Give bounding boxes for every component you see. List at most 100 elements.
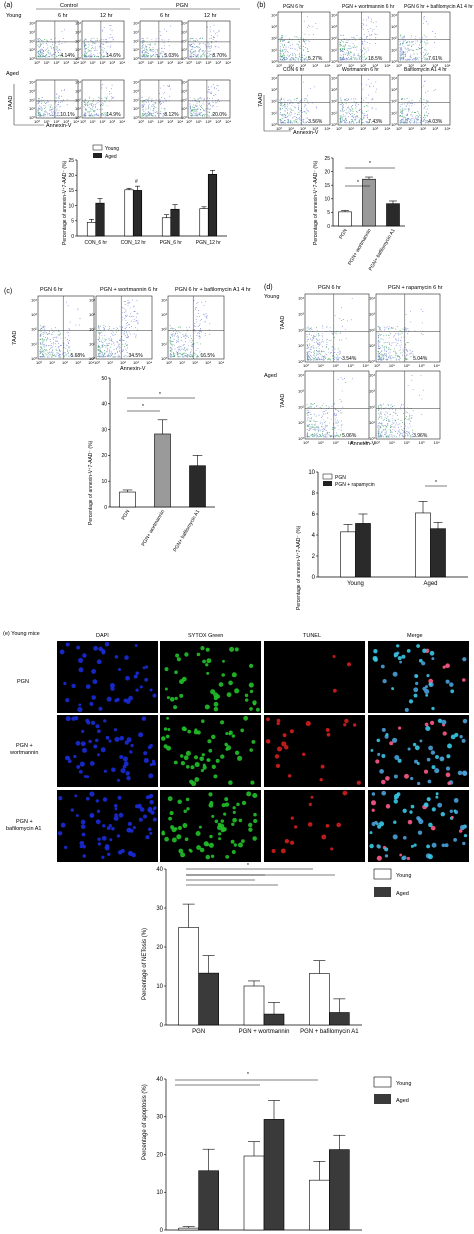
- panel-d-young-plot-1-frame: [304, 293, 370, 363]
- panel-b-bottom-plot-3-ytick: 10⁰: [391, 122, 397, 127]
- chart-a-ytick: 20: [68, 173, 74, 179]
- chart-netosis-ylabel: Percentage of NETosis (%): [142, 928, 148, 1000]
- panel-a-aged-plot-2-ytick: 10³: [75, 88, 81, 93]
- panel-a-aged-plot-1-xtick: 10⁴: [73, 119, 79, 124]
- panel-d-aged-plot-1-ytick: 10³: [298, 389, 304, 394]
- chart-c-star-2: *: [159, 392, 162, 398]
- panel-e-image-r3-tunel: [264, 790, 365, 862]
- chart-a-bar-1-3: [161, 217, 172, 237]
- chart-c-bar-1-2: [154, 433, 171, 508]
- chart-d-bar-2-1: [355, 523, 371, 578]
- panel-c-plot-3-xtick: 10³: [205, 360, 211, 365]
- panel-b-top-plot-2-ytick: 10⁰: [331, 59, 337, 64]
- panel-a-young-plot-1-frame: [35, 20, 79, 60]
- panel-b-top-plot-2-percent: 18.5%: [368, 56, 383, 62]
- panel-a-young-plot-2-ytick: 10¹: [75, 47, 81, 52]
- panel-a-young-plot-2-xtick: 10²: [100, 60, 106, 65]
- panel-a-aged-plot-2-xtick: 10⁴: [119, 119, 125, 124]
- chart-apoptosis-bar-1-1: [178, 1227, 199, 1231]
- chart-c-xtick-1: PGN: [121, 509, 132, 522]
- panel-d-title-2: PGN + rapamycin 6 hr: [388, 285, 443, 291]
- panel-a-young-plot-4-xtick: 10⁴: [225, 60, 231, 65]
- panel-c-plot-1-xtick: 10²: [62, 360, 68, 365]
- panel-a-aged-plot-2-xtick: 10⁰: [80, 119, 86, 124]
- panel-e-image-r3-merge: [368, 790, 469, 862]
- panel-a-aged-plot-1-ytick: 10⁴: [29, 80, 35, 85]
- panel-a-time-3: 6 hr: [160, 13, 170, 19]
- chart-a-xtick-4: PGN_12 hr: [196, 240, 221, 246]
- panel-e-row-3b: bafilomycin A1: [6, 826, 41, 832]
- panel-a-young-plot-4-ytick: 10¹: [181, 47, 187, 52]
- panel-b-title-3: PGN 6 hr + bafilomycin A1 4 hr: [404, 4, 473, 10]
- panel-d-aged-plot-2-ytick: 10³: [369, 389, 375, 394]
- panel-a-aged-plot-3-xtick: 10¹: [148, 119, 154, 124]
- panel-b-bottom-plot-2-ytick: 10⁴: [331, 75, 337, 80]
- chart-netosis-legend-swatch-young: [373, 868, 392, 880]
- panel-b-bottom-plot-1-ytick: 10³: [271, 87, 277, 92]
- panel-b-top-plot-3-ytick: 10¹: [391, 47, 397, 52]
- chart-apoptosis-ytick: 30: [156, 1115, 163, 1121]
- panel-a-aged-plot-4-ytick: 10⁴: [181, 80, 187, 85]
- panel-a-young-plot-3-xtick: 10³: [167, 60, 173, 65]
- chart-apoptosis-ytick: 40: [156, 1077, 163, 1083]
- panel-d-axis-x: Annexin-V: [350, 441, 376, 447]
- panel-b-axis-y: 7AAD: [258, 93, 264, 107]
- panel-a-aged-plot-4-xtick: 10³: [215, 119, 221, 124]
- panel-d-young-plot-1-ytick: 10¹: [298, 343, 304, 348]
- panel-a-young-plot-4-ytick: 10²: [181, 38, 187, 43]
- chart-netosis-legend-aged: Aged: [396, 891, 409, 897]
- chart-c-ytick: 0: [104, 505, 107, 511]
- panel-d-aged-plot-1-xtick: 10³: [348, 440, 354, 445]
- panel-a-aged-plot-4-xtick: 10¹: [196, 119, 202, 124]
- panel-e-image-r1-dapi: [57, 641, 158, 713]
- panel-d-aged-plot-1-ytick: 10⁴: [298, 373, 304, 378]
- panel-b-top-plot-2-xtick: 10¹: [348, 63, 354, 68]
- panel-b-bottom-plot-2-ytick: 10²: [331, 99, 337, 104]
- panel-a-aged-plot-3-ytick: 10³: [133, 88, 139, 93]
- panel-a-axis-x: Annexin-V: [46, 123, 72, 129]
- chart-c-bar-1-1: [119, 491, 136, 508]
- panel-c-plot-1-frame: [37, 295, 95, 360]
- panel-d-axis-y-top: 7AAD: [280, 316, 286, 330]
- panel-c-plot-2-percent: 34.5%: [128, 353, 143, 359]
- panel-d-aged-plot-1-xtick: 10⁴: [363, 440, 369, 445]
- chart-d-bar-1-2: [415, 512, 431, 578]
- panel-b-top-plot-3-ytick: 10⁰: [391, 59, 397, 64]
- panel-b-bottom-plot-2-xtick: 10⁴: [384, 126, 390, 131]
- panel-b-bottom-plot-2-xtick: 10¹: [348, 126, 354, 131]
- panel-d-aged-plot-1-xtick: 10²: [333, 440, 339, 445]
- chart-apoptosis-bar-1-2: [243, 1155, 265, 1231]
- panel-c-plot-1-xtick: 10¹: [49, 360, 55, 365]
- panel-c-plot-3-xtick: 10⁴: [218, 360, 224, 365]
- chart-a-hash: #: [135, 179, 138, 185]
- panel-a-aged-plot-1-ytick: 10²: [29, 97, 35, 102]
- panel-b-bottom-plot-1-percent: 3.56%: [308, 119, 323, 125]
- chart-a-ytick: 25: [68, 158, 74, 164]
- chart-netosis-ytick: 30: [156, 906, 163, 912]
- panel-d-young-plot-1-ytick: 10³: [298, 312, 304, 317]
- panel-b-bottom-plot-3-ytick: 10¹: [391, 110, 397, 115]
- panel-d-row-aged: Aged: [264, 373, 277, 379]
- panel-c-plot-2-frame: [95, 295, 153, 360]
- panel-d-aged-plot-2-xtick: 10³: [419, 440, 425, 445]
- chart-a-ytick: 15: [68, 188, 74, 194]
- chart-a-xtick-2: CON_12 hr: [121, 240, 147, 246]
- panel-a-time-1: 6 hr: [58, 13, 68, 19]
- panel-b-top-plot-2-ytick: 10²: [331, 36, 337, 41]
- chart-a-legend-young: Young: [105, 146, 119, 152]
- panel-c-plot-1-ytick: 10⁰: [31, 356, 37, 361]
- panel-a-young-plot-4-ytick: 10⁰: [181, 56, 187, 61]
- chart-b-xtick-2: PGN+ wortmannin: [347, 228, 373, 267]
- panel-a-young-plot-3-ytick: 10⁰: [133, 56, 139, 61]
- panel-a-aged-plot-3-ytick: 10⁰: [133, 115, 139, 120]
- panel-c-plot-3-ytick: 10¹: [161, 341, 167, 346]
- panel-d-young-plot-1-xtick: 10²: [333, 363, 339, 368]
- panel-b-bottom-plot-3-xtick: 10²: [420, 126, 426, 131]
- chart-a-ytick: 0: [71, 234, 74, 240]
- panel-a-time-4: 12 hr: [204, 13, 217, 19]
- panel-a-young-plot-3-ytick: 10³: [133, 29, 139, 34]
